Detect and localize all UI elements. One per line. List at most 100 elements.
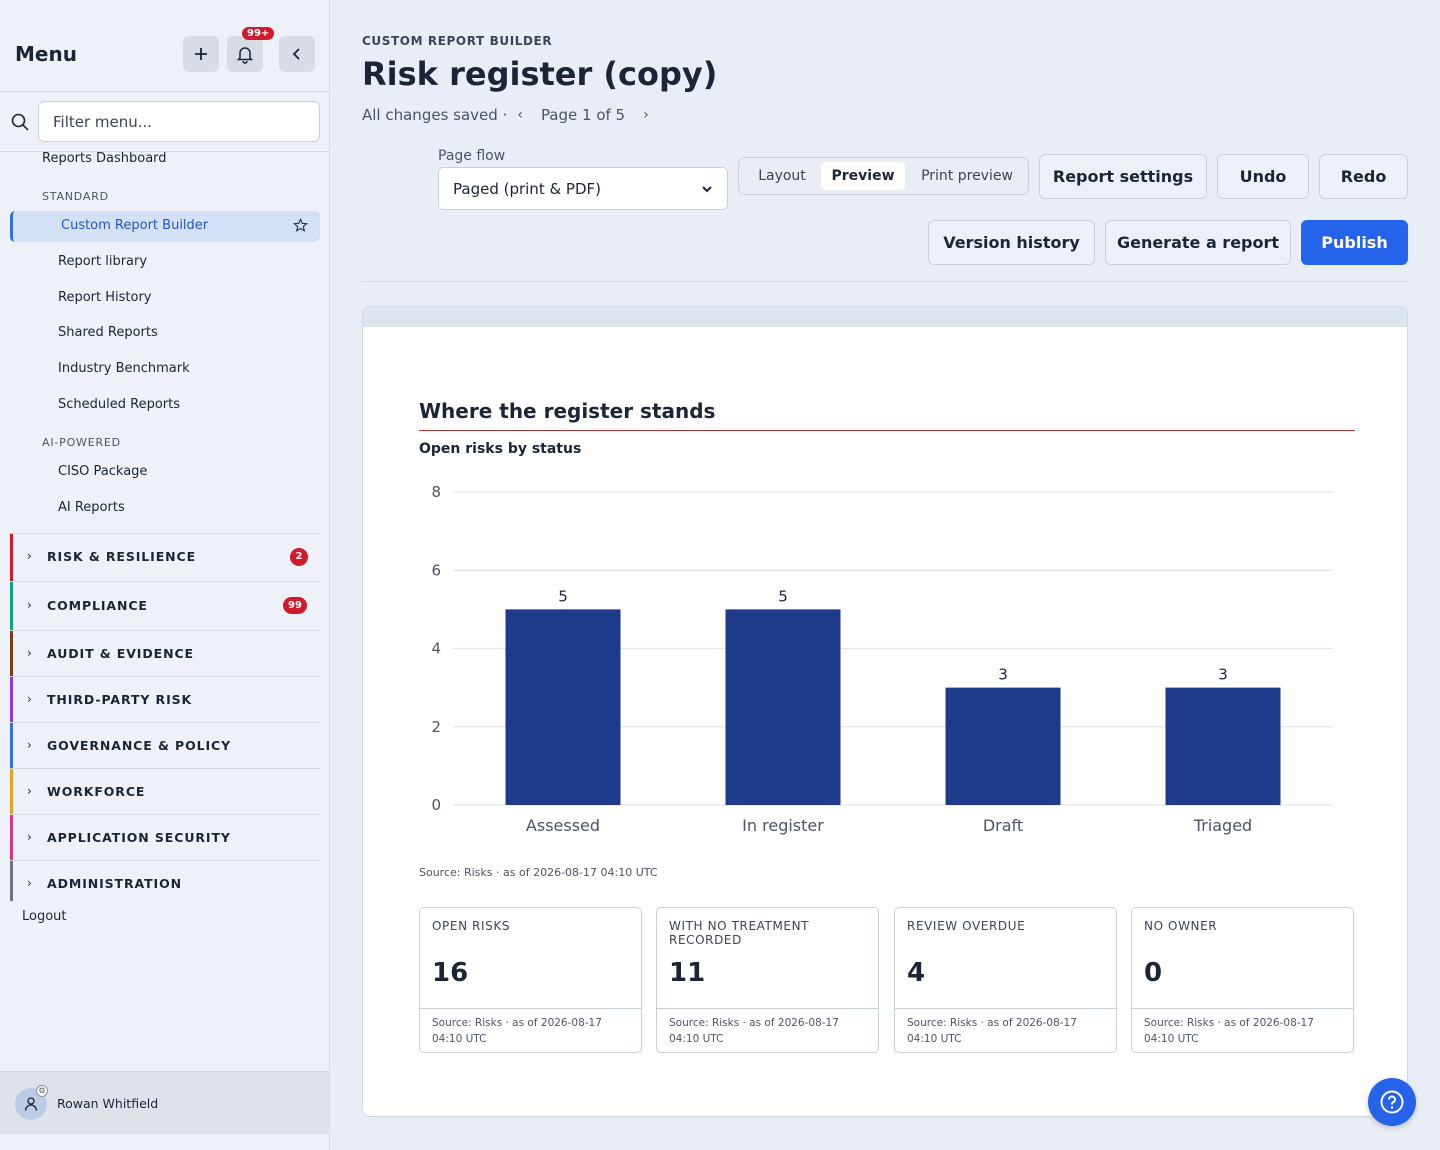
generate-report-button[interactable]: Generate a report — [1105, 220, 1291, 265]
undo-button[interactable]: Undo — [1217, 154, 1309, 199]
bell-icon — [236, 47, 254, 64]
divider — [10, 533, 320, 534]
filter-bar — [0, 92, 330, 152]
group-risk-resilience[interactable]: › RISK & RESILIENCE 2 — [10, 534, 320, 582]
chevron-right-icon: › — [27, 692, 32, 706]
nav-industry-benchmark[interactable]: Industry Benchmark — [58, 361, 190, 376]
nav-custom-report-builder[interactable]: Custom Report Builder — [10, 211, 320, 242]
group-workforce[interactable]: › WORKFORCE — [10, 769, 320, 815]
y-tick-label: 8 — [431, 483, 441, 501]
group-color-bar — [10, 815, 13, 860]
sidebar-header: Menu 99+ — [0, 0, 330, 92]
group-label: APPLICATION SECURITY — [47, 830, 231, 845]
mode-print-preview[interactable]: Print preview — [921, 168, 1013, 184]
next-page-icon[interactable]: › — [643, 107, 649, 123]
filter-menu-input[interactable] — [38, 101, 320, 142]
plus-icon — [195, 48, 207, 60]
user-icon — [24, 1097, 38, 1111]
page-indicator: Page 1 of 5 — [540, 106, 626, 124]
mode-layout[interactable]: Layout — [758, 168, 806, 184]
bar — [725, 609, 841, 805]
kpi-card-review-overdue: REVIEW OVERDUE 4 Source: Risks · as of 2… — [894, 907, 1117, 1053]
chevron-down-icon — [702, 185, 712, 192]
page-title: Risk register (copy) — [362, 55, 718, 93]
y-tick-label: 6 — [431, 561, 441, 579]
group-color-bar — [10, 723, 13, 768]
chevron-right-icon: › — [27, 598, 32, 612]
group-governance-policy[interactable]: › GOVERNANCE & POLICY — [10, 723, 320, 769]
group-third-party-risk[interactable]: › THIRD-PARTY RISK — [10, 677, 320, 723]
y-tick-label: 0 — [431, 796, 441, 814]
kpi-value: 11 — [669, 958, 706, 988]
page-flow-label: Page flow — [438, 148, 506, 164]
y-tick-label: 2 — [431, 718, 441, 736]
user-profile[interactable]: ⚙ Rowan Whitfield — [0, 1071, 330, 1134]
search-icon — [11, 113, 29, 131]
page-flow-select[interactable]: Paged (print & PDF) — [438, 167, 728, 210]
publish-button[interactable]: Publish — [1301, 220, 1408, 265]
version-history-button[interactable]: Version history — [928, 220, 1095, 265]
section-ai-powered: AI-POWERED — [42, 436, 121, 449]
group-label: THIRD-PARTY RISK — [47, 692, 193, 707]
collapse-sidebar-button[interactable] — [279, 36, 315, 72]
nav-reports-dashboard[interactable]: Reports Dashboard — [42, 151, 167, 166]
page-kicker: CUSTOM REPORT BUILDER — [362, 34, 553, 48]
notifications-button[interactable] — [227, 36, 263, 72]
group-label: ADMINISTRATION — [47, 876, 182, 891]
nav-report-library[interactable]: Report library — [58, 254, 148, 269]
nav-item-label: Custom Report Builder — [61, 218, 209, 233]
notification-badge: 99+ — [242, 27, 275, 40]
chevron-right-icon: › — [27, 738, 32, 752]
kpi-value: 4 — [907, 958, 926, 988]
chevron-right-icon: › — [27, 876, 32, 890]
nav-shared-reports[interactable]: Shared Reports — [58, 325, 158, 340]
kpi-source: Source: Risks · as of 2026-08-17 04:10 U… — [895, 1008, 1116, 1052]
kpi-label: WITH NO TREATMENT RECORDED — [669, 919, 810, 947]
nav-report-history[interactable]: Report History — [58, 290, 152, 305]
group-color-bar — [10, 631, 13, 676]
group-administration[interactable]: › ADMINISTRATION — [10, 861, 320, 901]
add-button[interactable] — [183, 36, 219, 72]
group-audit-evidence[interactable]: › AUDIT & EVIDENCE — [10, 631, 320, 677]
chart-title: Open risks by status — [419, 441, 582, 457]
kpi-value: 16 — [432, 958, 469, 988]
save-status: All changes saved · — [362, 106, 508, 124]
x-tick-label: Triaged — [1193, 816, 1252, 835]
x-tick-label: In register — [742, 816, 824, 835]
data-label: 3 — [998, 666, 1008, 684]
star-icon[interactable] — [293, 218, 308, 233]
logout-link[interactable]: Logout — [22, 909, 67, 924]
chevron-right-icon: › — [27, 784, 32, 798]
kpi-source: Source: Risks · as of 2026-08-17 04:10 U… — [1132, 1008, 1353, 1052]
page-flow-value: Paged (print & PDF) — [453, 179, 602, 198]
report-settings-button[interactable]: Report settings — [1039, 154, 1207, 199]
prev-page-icon[interactable]: ‹ — [517, 107, 523, 123]
count-badge: 99 — [283, 597, 307, 614]
nav-ciso-package[interactable]: CISO Package — [58, 464, 148, 479]
chevron-right-icon: › — [27, 830, 32, 844]
group-color-bar — [10, 861, 13, 901]
group-compliance[interactable]: › COMPLIANCE 99 — [10, 582, 320, 631]
nav-ai-reports[interactable]: AI Reports — [58, 500, 125, 515]
nav-scheduled-reports[interactable]: Scheduled Reports — [58, 397, 180, 412]
group-label: AUDIT & EVIDENCE — [47, 646, 194, 661]
group-application-security[interactable]: › APPLICATION SECURITY — [10, 815, 320, 861]
kpi-source: Source: Risks · as of 2026-08-17 04:10 U… — [657, 1008, 878, 1052]
kpi-value: 0 — [1144, 958, 1163, 988]
user-name: Rowan Whitfield — [57, 1096, 159, 1111]
redo-button[interactable]: Redo — [1319, 154, 1408, 199]
section-title: Where the register stands — [419, 399, 716, 423]
sidebar-title: Menu — [15, 42, 77, 66]
kpi-card-open-risks: OPEN RISKS 16 Source: Risks · as of 2026… — [419, 907, 642, 1053]
group-color-bar — [10, 582, 13, 630]
group-label: WORKFORCE — [47, 784, 146, 799]
kpi-label: NO OWNER — [1144, 919, 1218, 933]
chart-source: Source: Risks · as of 2026-08-17 04:10 U… — [419, 866, 658, 879]
group-label: COMPLIANCE — [47, 598, 148, 613]
mode-preview[interactable]: Preview — [821, 162, 905, 190]
y-tick-label: 4 — [431, 640, 441, 658]
divider — [362, 281, 1408, 282]
settings-gear-icon[interactable]: ⚙ — [36, 1085, 48, 1097]
bar — [505, 609, 621, 805]
help-button[interactable] — [1368, 1078, 1416, 1126]
